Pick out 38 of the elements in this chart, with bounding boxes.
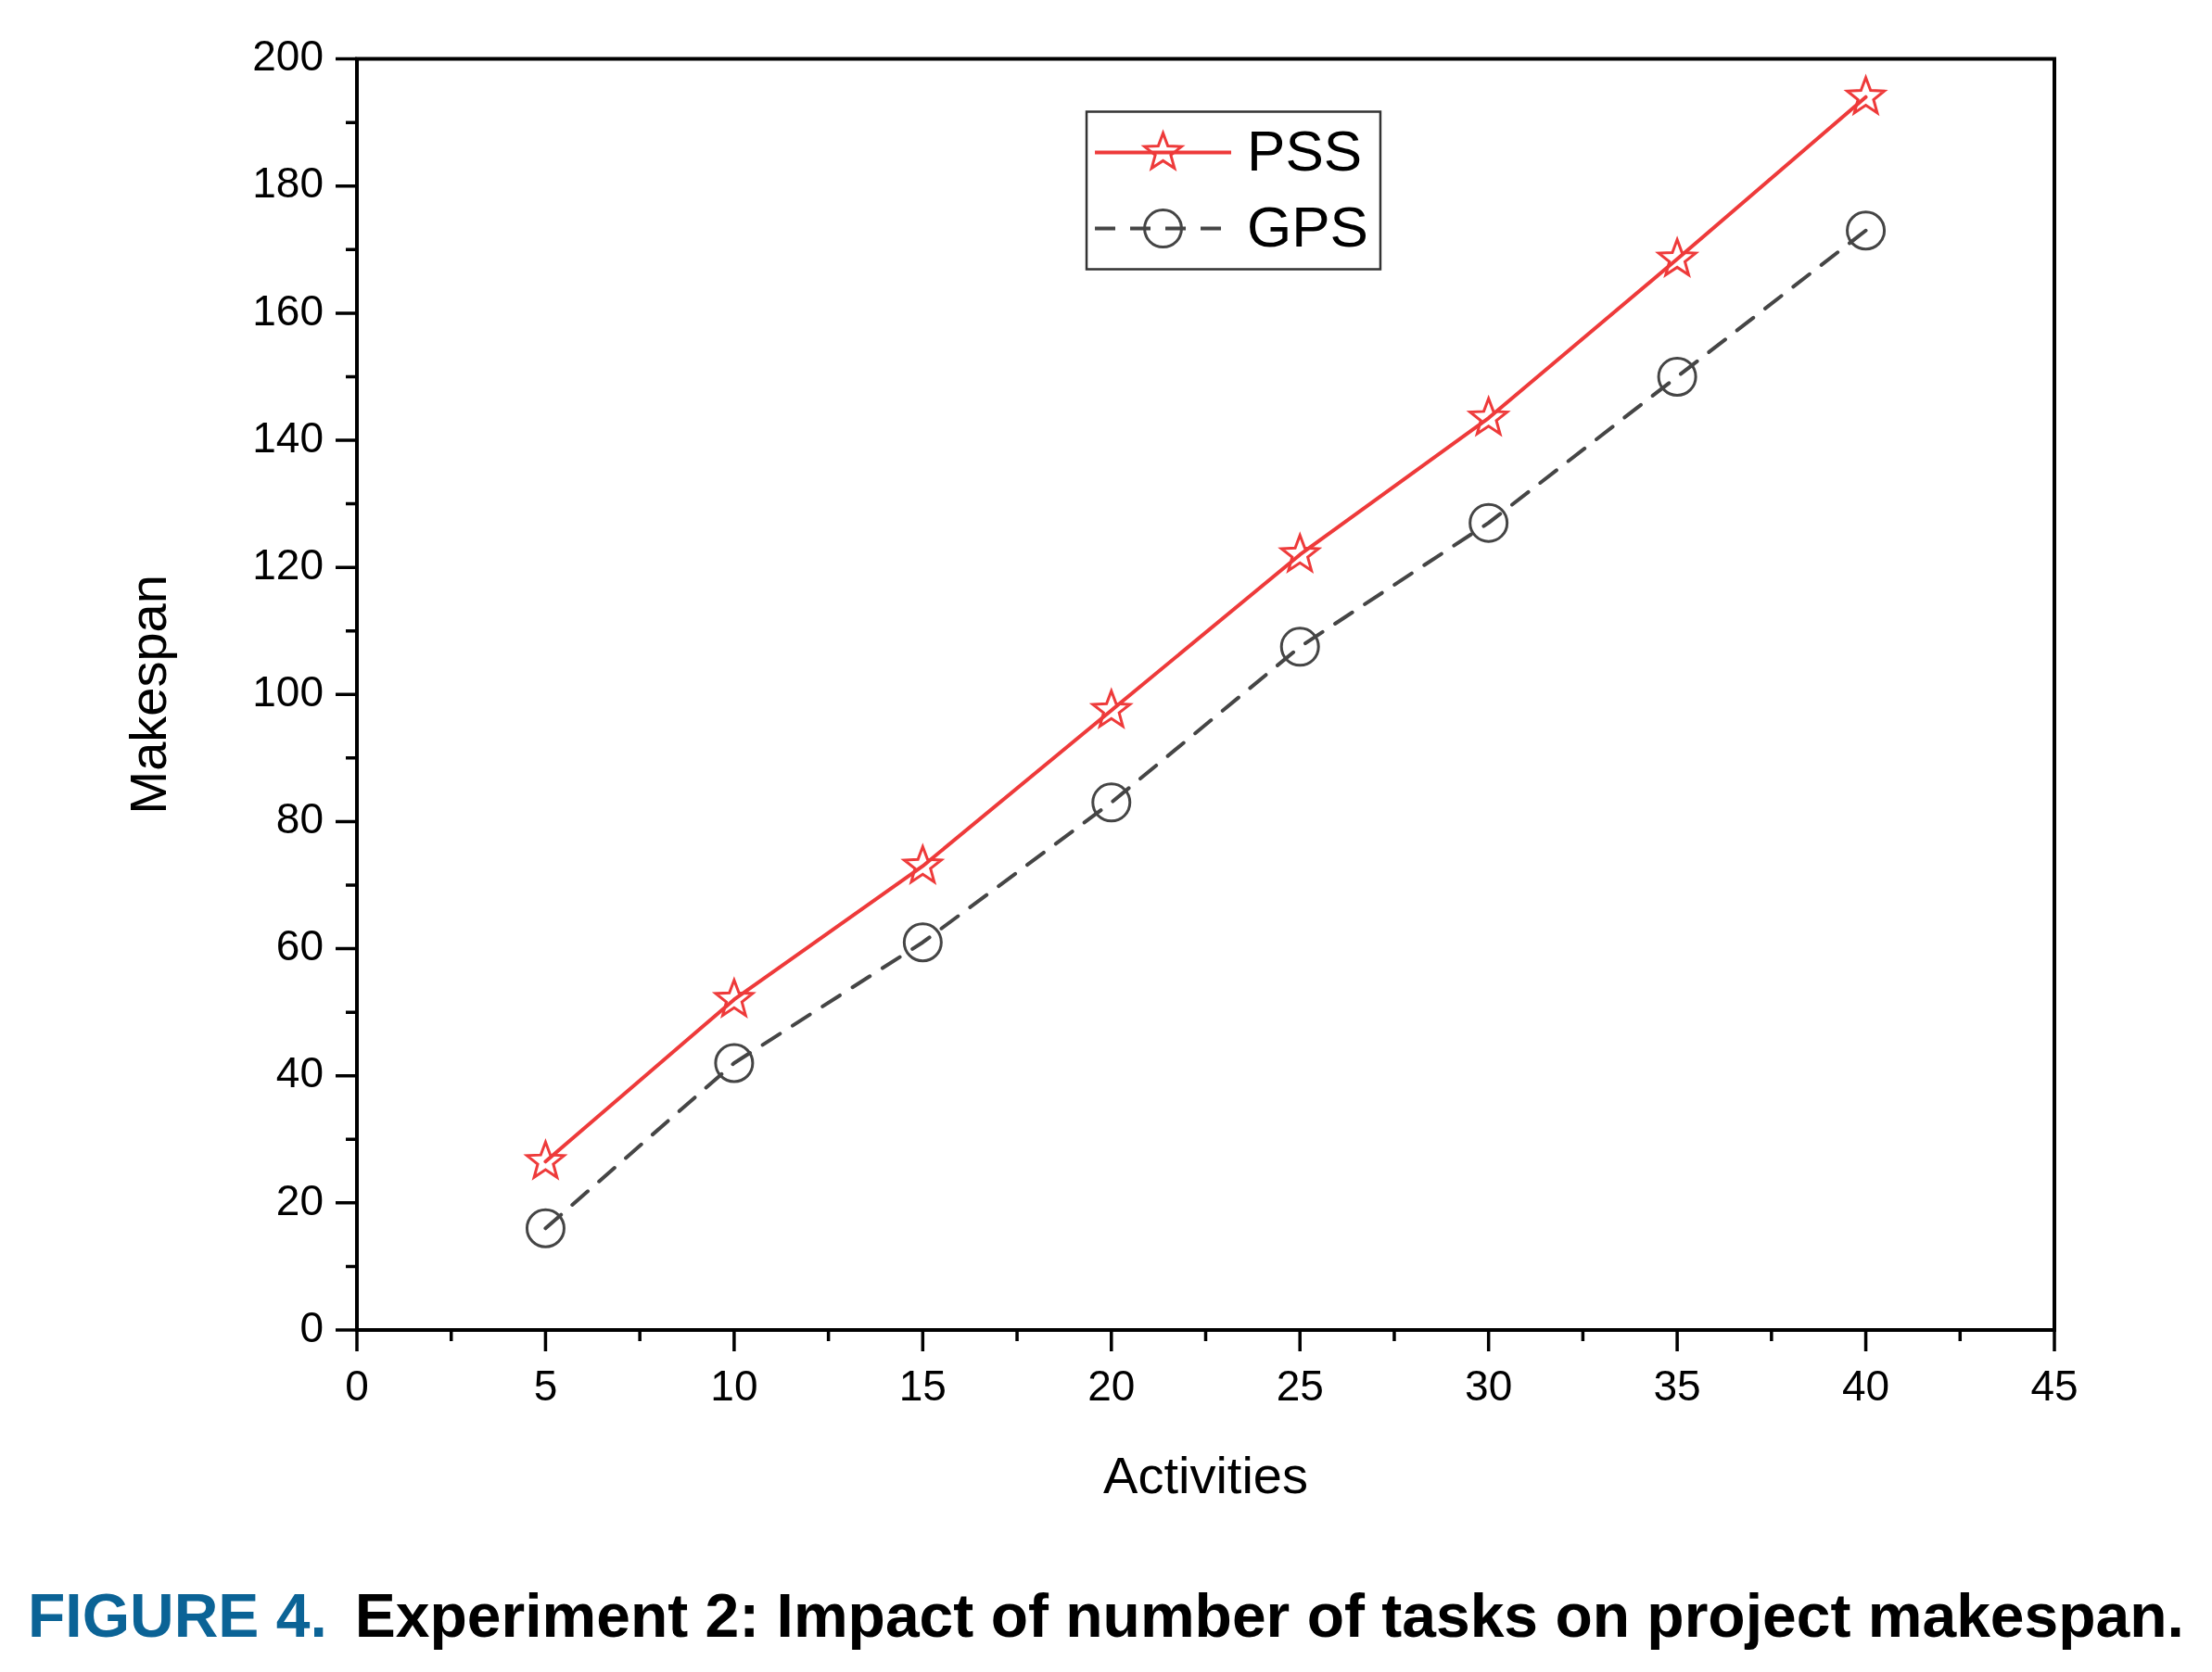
y-tick-label: 140: [252, 412, 324, 462]
x-tick-label: 0: [345, 1362, 369, 1411]
x-tick-label: 30: [1465, 1362, 1513, 1411]
point: [1846, 210, 1887, 251]
caption: FIGURE 4.: [28, 1581, 327, 1650]
point: [1278, 531, 1322, 574]
y-tick-label: 40: [275, 1048, 324, 1097]
y-tick-label: 60: [275, 921, 324, 970]
point: [1091, 782, 1132, 823]
point: [1279, 627, 1320, 667]
y-tick-label: 0: [299, 1302, 324, 1351]
x-tick-label: 20: [1087, 1362, 1136, 1411]
y-tick-label: 120: [252, 539, 324, 589]
y-axis-title: Makespan: [119, 575, 178, 815]
x-axis-title: Activities: [1103, 1445, 1308, 1504]
y-tick-label: 200: [252, 32, 324, 81]
point: [1089, 687, 1134, 729]
y-tick-label: 80: [275, 794, 324, 843]
point: [714, 1043, 755, 1083]
point: [712, 976, 756, 1019]
point: [902, 922, 943, 963]
x-tick-label: 40: [1841, 1362, 1890, 1411]
y-tick-label: 180: [252, 158, 324, 208]
point: [525, 1208, 566, 1248]
legend-label: PSS: [1247, 118, 1363, 183]
point: [1468, 502, 1509, 543]
text: Experiment 2: Impact of number of tasks on project makespan.: [354, 1581, 2184, 1650]
point: [1657, 356, 1697, 397]
y-tick-label: 20: [275, 1175, 324, 1224]
legend-label: GPS: [1247, 194, 1368, 259]
x-tick-label: 25: [1276, 1362, 1324, 1411]
x-tick-label: 35: [1653, 1362, 1701, 1411]
x-tick-label: 15: [898, 1362, 947, 1411]
y-tick-label: 160: [252, 285, 324, 335]
x-tick-label: 45: [2030, 1362, 2079, 1411]
x-tick-label: 10: [710, 1362, 758, 1411]
x-tick-label: 5: [533, 1362, 558, 1411]
y-tick-label: 100: [252, 666, 324, 716]
